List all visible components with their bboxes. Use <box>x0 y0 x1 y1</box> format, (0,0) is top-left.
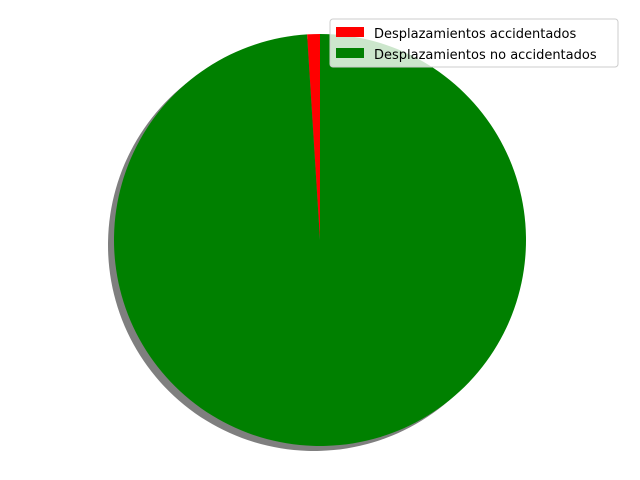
pie-slice-desplazamientos-accidentados <box>307 34 320 240</box>
pie-slices <box>114 34 527 447</box>
legend-label-accidentados: Desplazamientos accidentados <box>374 27 577 42</box>
legend-swatch-no-accidentados <box>336 48 364 58</box>
pie-slice-desplazamientos-no-accidentados <box>114 34 527 447</box>
legend-swatch-accidentados <box>336 27 364 37</box>
legend-label-no-accidentados: Desplazamientos no accidentados <box>374 48 597 63</box>
chart-legend: Desplazamientos accidentados Desplazamie… <box>329 18 619 68</box>
legend-frame <box>329 18 619 68</box>
